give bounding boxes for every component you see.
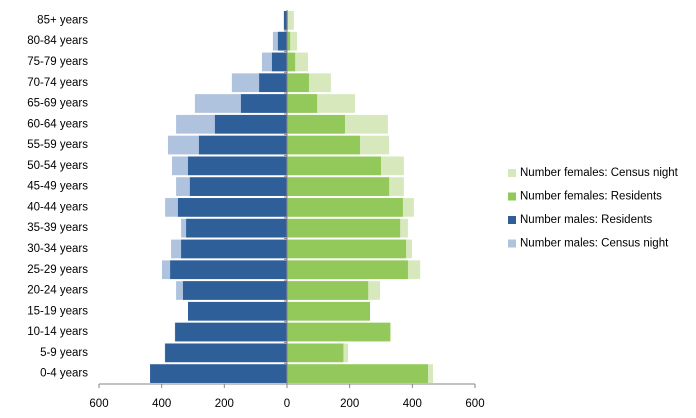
bar — [287, 322, 391, 342]
x-tick-label: 600 — [465, 398, 484, 410]
bar — [283, 11, 287, 30]
bar — [277, 31, 287, 51]
bar — [287, 156, 381, 176]
bar — [287, 218, 401, 238]
legend-label: Number males: Census night — [520, 238, 669, 250]
legend-label: Number males: Residents — [520, 214, 653, 226]
legend-label: Number females: Residents — [520, 191, 662, 203]
y-tick-label: 0-4 years — [40, 368, 88, 380]
axes: 600 400 200 0 200 400 600 0-4 years 5-9 years 10-… — [27, 10, 485, 410]
bar — [186, 218, 287, 238]
x-tick-label: 600 — [89, 398, 108, 410]
bar — [170, 260, 287, 280]
bar — [287, 177, 390, 196]
bar — [187, 301, 287, 321]
y-tick-label: 25-29 years — [27, 264, 88, 276]
bar — [287, 281, 369, 300]
y-tick-label: 60-64 years — [27, 118, 88, 130]
bar — [287, 364, 428, 383]
bar — [187, 156, 287, 176]
legend-label: Number females: Census night — [520, 167, 679, 179]
bar — [287, 94, 318, 113]
x-tick-label: 400 — [403, 398, 422, 410]
bar — [287, 52, 296, 72]
y-tick-label: 10-14 years — [27, 326, 88, 338]
bar — [165, 343, 287, 363]
bar — [181, 239, 287, 259]
y-tick-label: 85+ years — [37, 14, 88, 26]
bar — [175, 322, 287, 342]
legend-swatch — [508, 216, 516, 224]
bar — [287, 11, 294, 30]
bar — [259, 73, 287, 93]
y-tick-label: 45-49 years — [27, 181, 88, 193]
bar — [287, 260, 408, 280]
y-tick-label: 5-9 years — [40, 347, 88, 359]
bar — [240, 94, 287, 113]
y-tick-label: 50-54 years — [27, 160, 88, 172]
y-tick-label: 80-84 years — [27, 35, 88, 47]
legend-swatch — [508, 192, 516, 201]
y-tick-label: 20-24 years — [27, 285, 88, 297]
bar — [214, 114, 287, 134]
legend: Number females: Census night Number femal… — [508, 167, 679, 250]
bar — [198, 135, 287, 155]
bar — [287, 343, 344, 363]
bar — [271, 52, 287, 72]
y-tick-label: 75-79 years — [27, 56, 88, 68]
bar — [182, 281, 287, 300]
bar — [150, 364, 287, 383]
bars — [150, 11, 434, 383]
y-tick-label: 55-59 years — [27, 139, 88, 151]
bar — [287, 239, 407, 259]
bar — [287, 73, 309, 93]
bar — [287, 301, 371, 321]
x-tick-label: 0 — [284, 398, 290, 410]
legend-swatch — [508, 169, 516, 177]
y-tick-label: 35-39 years — [27, 222, 88, 234]
bar — [287, 31, 291, 51]
bar — [287, 31, 298, 51]
y-tick-label: 30-34 years — [27, 243, 88, 255]
y-tick-label: 65-69 years — [27, 98, 88, 110]
bar — [287, 135, 361, 155]
bar — [189, 177, 287, 196]
bar — [287, 198, 403, 217]
x-tick-label: 400 — [152, 398, 171, 410]
y-tick-label: 40-44 years — [27, 201, 88, 213]
legend-swatch — [508, 239, 516, 248]
y-tick-label: 70-74 years — [27, 77, 88, 89]
x-tick-label: 200 — [215, 398, 234, 410]
bar — [177, 198, 287, 217]
x-tick-label: 200 — [340, 398, 359, 410]
y-tick-label: 15-19 years — [27, 305, 88, 317]
bar — [287, 114, 345, 134]
